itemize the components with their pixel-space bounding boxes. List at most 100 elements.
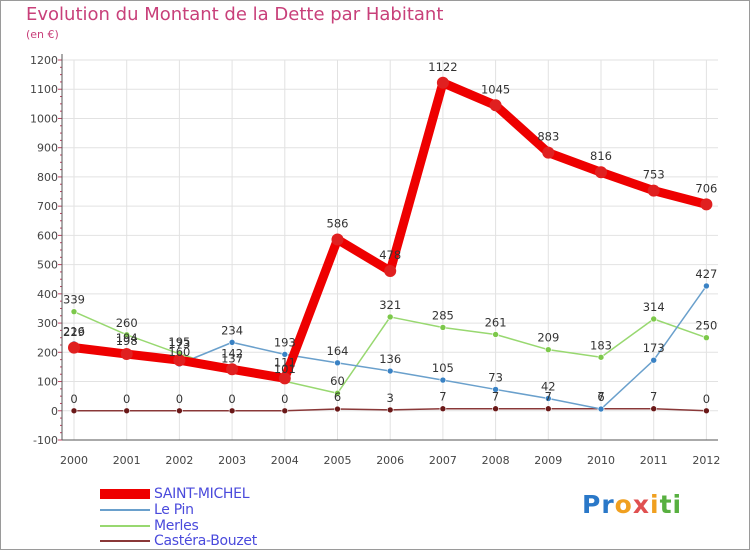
legend-item-saint-michel: SAINT-MICHEL (100, 486, 250, 502)
y-tick-label: 600 (37, 229, 58, 242)
data-point (544, 405, 552, 413)
data-point (647, 184, 660, 197)
legend-label-le-pin: Le Pin (154, 502, 194, 518)
data-point (331, 233, 344, 246)
data-label: 1045 (481, 82, 510, 96)
legend-swatch-saint-michel (100, 489, 150, 499)
data-point (439, 405, 447, 413)
data-point (650, 405, 658, 413)
data-label: 7 (545, 390, 552, 404)
data-label: 73 (488, 370, 503, 384)
data-point (436, 76, 449, 89)
data-point (386, 367, 394, 375)
data-label: 1122 (428, 60, 457, 74)
data-label: 194 (116, 331, 138, 345)
data-label: 478 (379, 248, 401, 262)
logo-letter: i (672, 490, 683, 519)
data-label: 0 (281, 392, 288, 406)
data-point (492, 405, 499, 413)
legend-label-merles: Merles (154, 518, 199, 534)
x-tick-label: 2004 (271, 454, 299, 467)
data-label: 105 (432, 361, 454, 375)
y-tick-label: 500 (37, 259, 58, 272)
data-label: 60 (330, 374, 345, 388)
data-label: 816 (590, 149, 612, 163)
data-label: 0 (703, 392, 710, 406)
data-point (68, 341, 80, 354)
data-point (120, 348, 133, 361)
data-point (489, 99, 502, 112)
data-label: 173 (168, 337, 190, 351)
x-tick-label: 2001 (113, 454, 141, 467)
logo-letter: i (650, 490, 660, 519)
x-tick-label: 2011 (640, 454, 668, 467)
x-tick-label: 2003 (218, 454, 246, 467)
data-label: 0 (228, 392, 235, 406)
y-tick-label: 1000 (30, 112, 58, 125)
data-point (544, 346, 552, 353)
data-label: 42 (541, 379, 556, 393)
data-point (226, 363, 239, 376)
data-point (70, 407, 78, 415)
legend-item-le-pin: Le Pin (100, 502, 194, 518)
data-point (384, 265, 397, 278)
data-label: 6 (597, 390, 604, 404)
y-tick-label: -100 (33, 434, 58, 447)
data-point (703, 334, 710, 341)
data-label: 706 (695, 181, 717, 195)
data-label: 3 (387, 391, 394, 405)
data-label: 216 (63, 325, 85, 339)
data-label: 7 (597, 390, 604, 404)
x-tick-label: 2010 (587, 454, 615, 467)
data-label: 314 (643, 300, 665, 314)
data-label: 209 (537, 331, 559, 345)
data-label: 6 (334, 390, 341, 404)
x-tick-label: 2000 (60, 454, 88, 467)
data-point (281, 351, 289, 358)
x-tick-label: 2008 (482, 454, 510, 467)
data-label: 111 (274, 355, 296, 369)
y-tick-label: 0 (51, 405, 58, 418)
data-label: 137 (221, 352, 243, 366)
data-point (123, 407, 130, 415)
y-tick-label: 100 (37, 376, 58, 389)
y-tick-label: 1100 (30, 83, 58, 96)
data-labels: 0 0 0 0 0 6 3 7 7 7 7 7 0 339 260 195 137 101 60 321 285 261 2… (63, 60, 717, 406)
x-tick-label: 2007 (429, 454, 457, 467)
data-label: 586 (327, 216, 349, 230)
data-point (228, 339, 236, 346)
data-point (650, 315, 658, 323)
y-tick-label: 900 (37, 142, 58, 155)
y-tick-label: 400 (37, 288, 58, 301)
data-label: 164 (327, 344, 349, 358)
data-label: 7 (439, 390, 446, 404)
data-label: 7 (650, 390, 657, 404)
data-point (228, 407, 236, 415)
data-point (595, 166, 607, 179)
data-point (123, 331, 130, 339)
data-point (176, 407, 183, 415)
legend-item-merles: Merles (100, 518, 199, 534)
data-point (439, 376, 447, 384)
legend-item-castera-bouzet: Castéra-Bouzet (100, 533, 257, 549)
data-label: 193 (274, 335, 296, 349)
data-label: 142 (221, 346, 243, 360)
data-label: 229 (63, 325, 85, 339)
data-point (544, 395, 552, 402)
legend-label-castera-bouzet: Castéra-Bouzet (154, 533, 257, 549)
data-point (650, 356, 658, 364)
y-tick-label: 1200 (30, 54, 58, 67)
logo-letter: x (632, 490, 650, 519)
data-label: 753 (643, 168, 665, 182)
axes: -100010020030040050060070080090010001100… (30, 54, 720, 467)
legend-label-saint-michel: SAINT-MICHEL (154, 486, 250, 502)
x-tick-label: 2002 (165, 454, 193, 467)
data-point (386, 406, 394, 414)
y-tick-label: 700 (37, 200, 58, 213)
data-point (542, 146, 555, 159)
data-label: 195 (168, 335, 190, 349)
y-tick-label: 200 (37, 346, 58, 359)
logo-letter: o (614, 490, 633, 519)
proxiti-logo: Proxiti (582, 490, 682, 519)
